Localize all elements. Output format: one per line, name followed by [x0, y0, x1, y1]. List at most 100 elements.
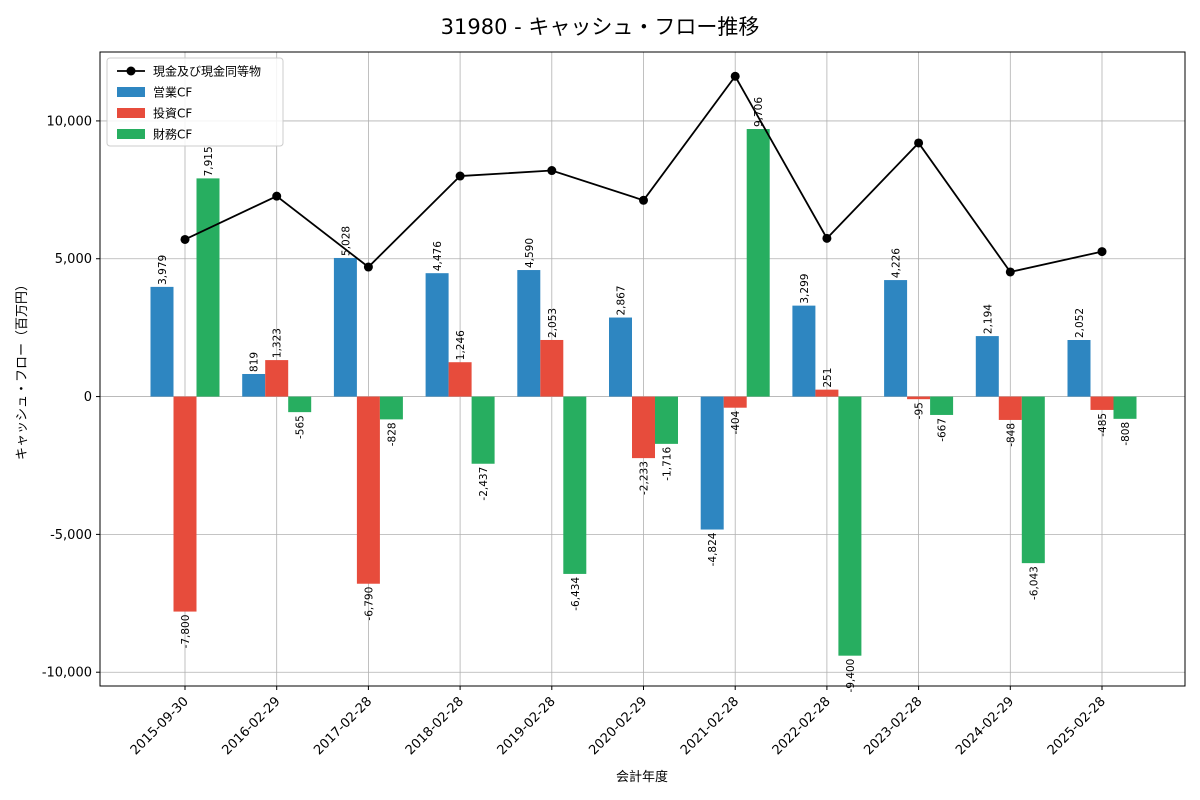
data-label: 1,323: [272, 328, 284, 358]
y-tick-label: -5,000: [50, 528, 92, 543]
bar: [265, 360, 289, 397]
bar: [884, 280, 908, 397]
data-label: 819: [249, 352, 261, 372]
bar: [998, 396, 1022, 420]
bar: [975, 336, 999, 397]
bar: [792, 305, 816, 397]
data-label: 4,476: [432, 241, 444, 271]
bar: [1113, 396, 1137, 419]
chart-title: 31980 - キャッシュ・フロー推移: [441, 15, 760, 39]
legend-label: 投資CF: [153, 106, 192, 121]
data-label: 2,053: [547, 308, 559, 338]
bar: [540, 339, 564, 397]
x-tick-label: 2018-02-28: [403, 694, 467, 758]
data-label: -848: [1005, 423, 1017, 447]
cash-point: [822, 233, 832, 243]
cash-point: [1097, 247, 1107, 257]
data-label: -808: [1120, 422, 1132, 446]
data-label: -4,824: [707, 532, 719, 566]
bar: [838, 396, 862, 656]
data-label: -485: [1097, 413, 1109, 437]
x-tick-label: 2019-02-28: [495, 694, 559, 758]
data-label: 4,590: [524, 238, 536, 268]
y-tick-label: 0: [84, 390, 92, 405]
data-label: -6,434: [570, 577, 582, 611]
data-label: 5,028: [340, 226, 352, 256]
cash-line: [180, 71, 1107, 277]
bar: [815, 389, 839, 397]
grid: [100, 52, 1185, 686]
data-label: -6,790: [363, 587, 375, 621]
x-tick-label: 2015-09-30: [128, 694, 192, 758]
data-label: 9,706: [753, 97, 765, 127]
bar: [746, 129, 770, 397]
bar: [356, 396, 380, 584]
cash-point: [180, 234, 190, 244]
legend-label: 現金及び現金同等物: [153, 64, 261, 79]
bar: [723, 396, 747, 408]
x-tick-label: 2023-02-28: [861, 694, 925, 758]
data-label: -1,716: [662, 447, 674, 481]
y-tick-label: 5,000: [55, 252, 92, 267]
legend-label: 営業CF: [153, 86, 192, 100]
data-label: -2,233: [639, 461, 651, 495]
y-axis-label: キャッシュ・フロー（百万円）: [15, 278, 30, 460]
bar: [448, 362, 472, 397]
legend-bar-swatch: [117, 108, 145, 118]
y-tick-label: 10,000: [47, 114, 93, 129]
bar: [1021, 396, 1045, 564]
data-label: 3,299: [799, 274, 811, 304]
data-label: 2,867: [616, 285, 628, 315]
x-tick-label: 2022-02-28: [770, 694, 834, 758]
cash-point: [730, 71, 740, 81]
bar: [196, 178, 220, 397]
x-tick-label: 2020-02-29: [586, 694, 650, 758]
data-label: 4,226: [891, 248, 903, 278]
y-tick-label: -10,000: [42, 666, 92, 681]
bar: [517, 270, 541, 397]
data-label: -6,043: [1028, 566, 1040, 600]
bar: [1067, 340, 1091, 397]
legend-bar-swatch: [117, 87, 145, 97]
data-label: -565: [295, 415, 307, 439]
cash-point: [547, 166, 557, 176]
cash-point: [455, 171, 465, 181]
x-tick-label: 2017-02-28: [311, 694, 375, 758]
cash-point: [272, 191, 282, 201]
data-label: 251: [822, 368, 834, 388]
bar: [425, 273, 449, 397]
legend-label: 財務CF: [153, 127, 192, 142]
bar: [700, 396, 724, 530]
bar: [655, 396, 678, 444]
x-tick-label: 2024-02-29: [953, 694, 1017, 758]
x-tick-label: 2025-02-28: [1045, 694, 1109, 758]
bar: [907, 396, 931, 400]
bars: [150, 129, 1137, 656]
data-label: 1,246: [455, 330, 467, 360]
data-label: 7,915: [203, 146, 215, 176]
bar: [242, 373, 266, 397]
bar: [563, 396, 587, 574]
legend-bar-swatch: [117, 129, 145, 139]
bar: [173, 396, 197, 612]
data-label: -667: [937, 418, 949, 442]
data-label: -95: [914, 402, 926, 419]
bar: [1090, 396, 1114, 410]
x-axis-label: 会計年度: [616, 769, 668, 785]
bar: [632, 396, 655, 459]
bar: [609, 317, 632, 397]
cash-point: [914, 138, 924, 148]
bar: [333, 257, 357, 397]
data-label: -404: [730, 410, 742, 434]
cash-point: [363, 262, 373, 272]
cash-point: [639, 195, 648, 205]
data-label: -7,800: [180, 615, 192, 649]
legend-marker: [126, 66, 136, 76]
data-label: 3,979: [157, 255, 169, 285]
cash-point: [1005, 267, 1015, 277]
bar: [288, 396, 312, 413]
bar: [150, 286, 174, 397]
data-label: -9,400: [845, 659, 857, 693]
